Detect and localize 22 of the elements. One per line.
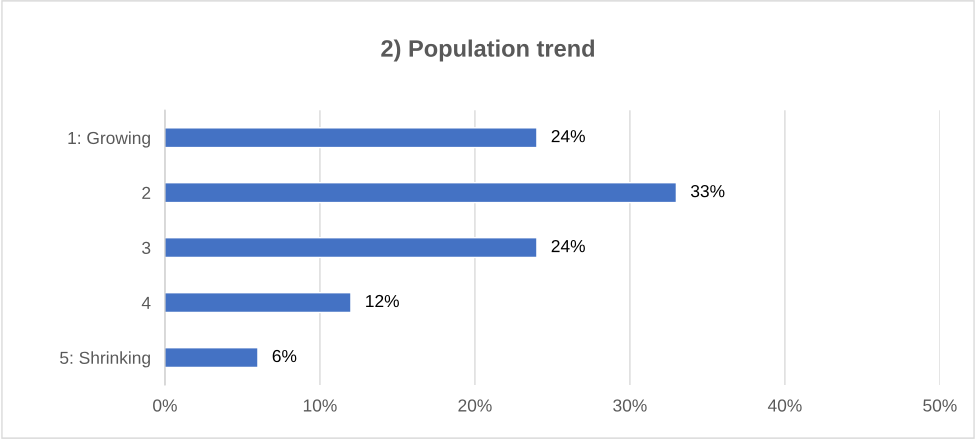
data-label: 12%: [366, 294, 399, 308]
bar: [164, 182, 678, 204]
x-tick-label: 10%: [304, 399, 337, 412]
data-label: 24%: [552, 130, 585, 142]
data-label: 24%: [552, 240, 585, 252]
bar: [164, 346, 259, 368]
y-tick-label: 3: [142, 242, 150, 254]
x-tick-label: 40%: [768, 399, 802, 412]
x-tick-label: 50%: [923, 399, 957, 412]
bar: [164, 292, 352, 314]
data-label: 33%: [690, 185, 724, 198]
data-label: 6%: [272, 350, 296, 362]
x-tick-label: 30%: [613, 399, 647, 412]
y-tick-label: 2: [142, 186, 150, 199]
chart-title: 2) Population trend: [381, 39, 594, 62]
y-tick-label: 1: Growing: [68, 131, 150, 148]
bar: [164, 127, 538, 148]
y-tick-label: 5: Shrinking: [60, 351, 150, 368]
x-tick-label: 0%: [153, 399, 177, 412]
bar: [164, 237, 538, 258]
x-tick-label: 20%: [458, 399, 492, 412]
y-tick-label: 4: [142, 296, 151, 309]
